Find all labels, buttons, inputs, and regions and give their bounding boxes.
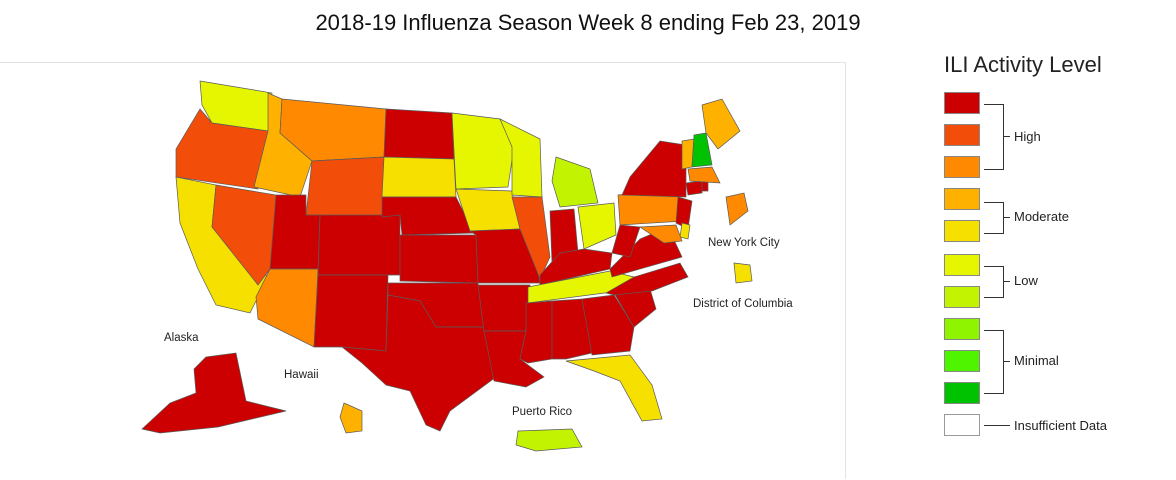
state-mi[interactable] (551, 156, 599, 208)
map-panel: New York City District of Columbia Alask… (0, 62, 846, 479)
legend-label-low: Low (1014, 273, 1038, 288)
insufficient-leader-line (984, 425, 1010, 426)
state-fl[interactable] (565, 354, 663, 422)
legend: ILI Activity Level High Moderate Low Min… (944, 50, 1169, 450)
state-ks[interactable] (399, 234, 479, 284)
state-ma[interactable] (687, 166, 721, 184)
state-nh[interactable] (691, 132, 713, 168)
legend-label-high: High (1014, 129, 1041, 144)
state-nc[interactable] (605, 262, 689, 296)
legend-swatch-level-0 (944, 414, 980, 436)
legend-swatch-level-8 (944, 156, 980, 178)
legend-swatch-level-2 (944, 350, 980, 372)
legend-swatch-level-9 (944, 124, 980, 146)
moderate-bracket (984, 202, 1004, 234)
state-ar[interactable] (477, 284, 531, 332)
state-de[interactable] (679, 222, 691, 240)
state-me[interactable] (701, 98, 741, 150)
state-sd[interactable] (381, 156, 457, 198)
state-nm[interactable] (313, 274, 389, 352)
label-alaska: Alaska (164, 332, 199, 344)
state-nyc[interactable] (725, 192, 749, 226)
state-wy[interactable] (305, 156, 385, 218)
state-co[interactable] (317, 214, 401, 276)
state-ny[interactable] (621, 140, 687, 198)
label-new-york-city: New York City (708, 237, 780, 249)
state-ri[interactable] (701, 180, 709, 192)
state-ak[interactable] (141, 352, 287, 434)
moderate-bracket-tick (1004, 217, 1010, 218)
legend-swatch-level-5 (944, 254, 980, 276)
label-hawaii: Hawaii (284, 369, 319, 381)
state-nd[interactable] (383, 108, 455, 160)
map-title: 2018-19 Influenza Season Week 8 ending F… (315, 10, 861, 35)
state-pr[interactable] (515, 428, 583, 452)
legend-swatch-level-6 (944, 220, 980, 242)
low-bracket-tick (1004, 281, 1010, 282)
legend-swatch-level-4 (944, 286, 980, 308)
legend-swatch-level-1 (944, 382, 980, 404)
state-dc[interactable] (733, 262, 753, 284)
state-wi[interactable] (499, 118, 543, 198)
state-ga[interactable] (581, 294, 635, 356)
label-puerto-rico: Puerto Rico (512, 406, 572, 418)
state-al[interactable] (551, 298, 593, 360)
high-bracket (984, 104, 1004, 170)
state-az[interactable] (255, 268, 319, 348)
legend-swatch-level-3 (944, 318, 980, 340)
state-hi[interactable] (339, 402, 363, 434)
state-md[interactable] (638, 224, 683, 244)
legend-label-minimal: Minimal (1014, 353, 1059, 368)
state-ct[interactable] (685, 180, 703, 196)
state-mn[interactable] (451, 112, 515, 190)
us-state-map: New York City District of Columbia Alask… (141, 80, 793, 452)
low-bracket (984, 266, 1004, 298)
legend-title: ILI Activity Level (944, 52, 1102, 77)
state-tx[interactable] (340, 294, 497, 432)
legend-swatch-level-10 (944, 92, 980, 114)
minimal-bracket-tick (1004, 361, 1010, 362)
legend-label-moderate: Moderate (1014, 209, 1069, 224)
high-bracket-tick (1004, 136, 1010, 137)
state-il[interactable] (511, 196, 551, 280)
minimal-bracket (984, 330, 1004, 394)
legend-swatch-level-7 (944, 188, 980, 210)
legend-label-insufficient: Insufficient Data (1014, 418, 1107, 433)
state-nv[interactable] (211, 184, 277, 286)
label-district-of-columbia: District of Columbia (693, 298, 793, 310)
state-oh[interactable] (577, 202, 617, 250)
